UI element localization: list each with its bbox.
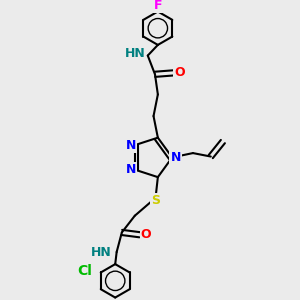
Text: HN: HN	[125, 47, 146, 60]
Text: N: N	[126, 163, 136, 176]
Text: O: O	[174, 66, 185, 80]
Text: O: O	[141, 228, 152, 241]
Text: N: N	[170, 151, 181, 164]
Text: HN: HN	[91, 245, 112, 259]
Text: F: F	[154, 0, 162, 12]
Text: Cl: Cl	[77, 264, 92, 278]
Text: N: N	[126, 139, 136, 152]
Text: S: S	[151, 194, 160, 207]
